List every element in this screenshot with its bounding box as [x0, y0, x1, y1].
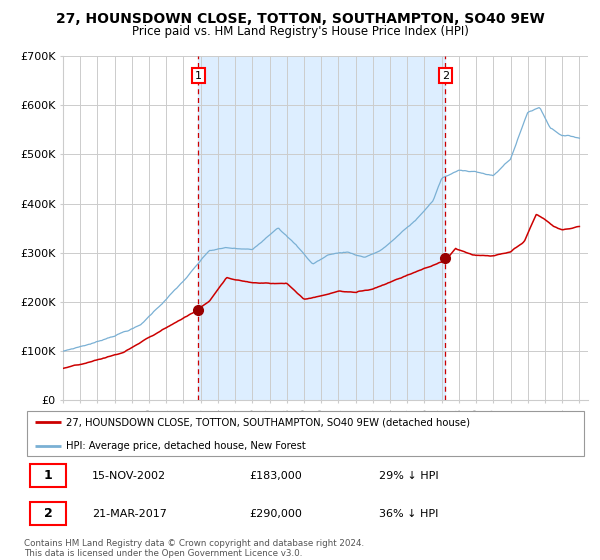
Text: £290,000: £290,000: [250, 508, 302, 519]
Text: HPI: Average price, detached house, New Forest: HPI: Average price, detached house, New …: [66, 441, 306, 451]
Bar: [199, 56, 445, 400]
Text: 1: 1: [195, 71, 202, 81]
Text: 1: 1: [44, 469, 52, 482]
Text: 27, HOUNSDOWN CLOSE, TOTTON, SOUTHAMPTON, SO40 9EW (detached house): 27, HOUNSDOWN CLOSE, TOTTON, SOUTHAMPTON…: [66, 417, 470, 427]
Text: 2: 2: [44, 507, 52, 520]
Text: 27, HOUNSDOWN CLOSE, TOTTON, SOUTHAMPTON, SO40 9EW: 27, HOUNSDOWN CLOSE, TOTTON, SOUTHAMPTON…: [56, 12, 544, 26]
Text: Contains HM Land Registry data © Crown copyright and database right 2024.
This d: Contains HM Land Registry data © Crown c…: [24, 539, 364, 558]
Text: 2: 2: [442, 71, 449, 81]
FancyBboxPatch shape: [29, 464, 66, 487]
Text: £183,000: £183,000: [250, 471, 302, 481]
Text: 36% ↓ HPI: 36% ↓ HPI: [379, 508, 439, 519]
Text: 29% ↓ HPI: 29% ↓ HPI: [379, 471, 439, 481]
Text: Price paid vs. HM Land Registry's House Price Index (HPI): Price paid vs. HM Land Registry's House …: [131, 25, 469, 38]
Text: 21-MAR-2017: 21-MAR-2017: [92, 508, 167, 519]
FancyBboxPatch shape: [27, 411, 584, 456]
FancyBboxPatch shape: [29, 502, 66, 525]
Text: 15-NOV-2002: 15-NOV-2002: [92, 471, 166, 481]
